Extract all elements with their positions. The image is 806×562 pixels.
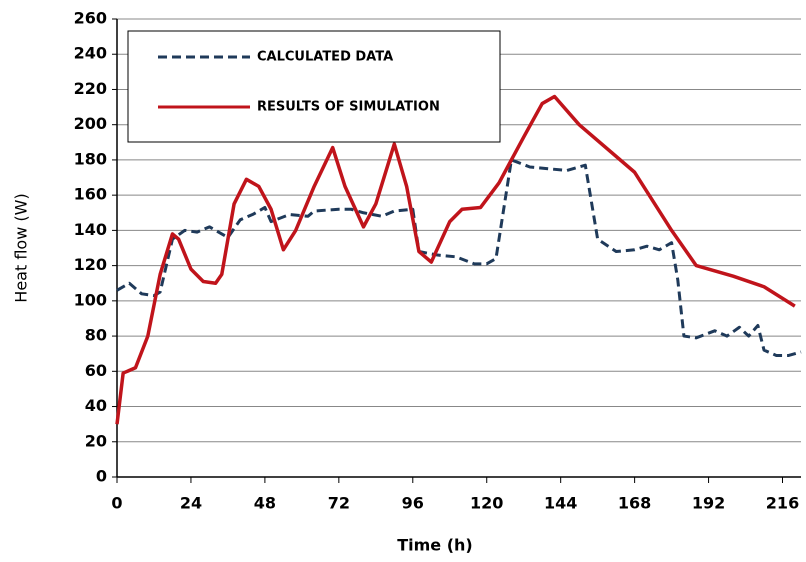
y-tick-label: 40	[85, 396, 107, 415]
line-series	[116, 158, 802, 357]
y-tick-label: 60	[85, 361, 107, 380]
x-tick-label: 72	[328, 494, 350, 513]
x-tick-label: 24	[180, 494, 202, 513]
x-tick-label: 120	[470, 494, 503, 513]
x-tick-label: 192	[692, 494, 725, 513]
x-tick-label: 48	[254, 494, 276, 513]
x-axis-label: Time (h)	[397, 536, 473, 555]
y-tick-label: 240	[74, 44, 107, 63]
y-tick-label: 180	[74, 149, 107, 168]
legend-label: CALCULATED DATA	[257, 50, 393, 65]
x-tick-label: 168	[618, 494, 651, 513]
y-tick-label: 220	[74, 79, 107, 98]
y-tick-label: 0	[96, 467, 107, 486]
line-series	[115, 94, 796, 425]
y-axis-label: Heat flow (W)	[12, 193, 31, 302]
x-tick-label: 0	[111, 494, 122, 513]
y-tick-label: 80	[85, 326, 107, 345]
y-tick-label: 200	[74, 114, 107, 133]
x-tick-label: 216	[766, 494, 799, 513]
y-tick-label: 160	[74, 185, 107, 204]
legend-label: RESULTS OF SIMULATION	[257, 100, 440, 115]
y-tick-label: 20	[85, 431, 107, 450]
y-tick-label: 120	[74, 255, 107, 274]
x-tick-label: 144	[544, 494, 577, 513]
legend-box	[127, 30, 501, 143]
y-tick-label: 140	[74, 220, 107, 239]
y-tick-label: 100	[74, 290, 107, 309]
y-tick-label: 260	[74, 9, 107, 28]
x-tick-label: 96	[402, 494, 424, 513]
